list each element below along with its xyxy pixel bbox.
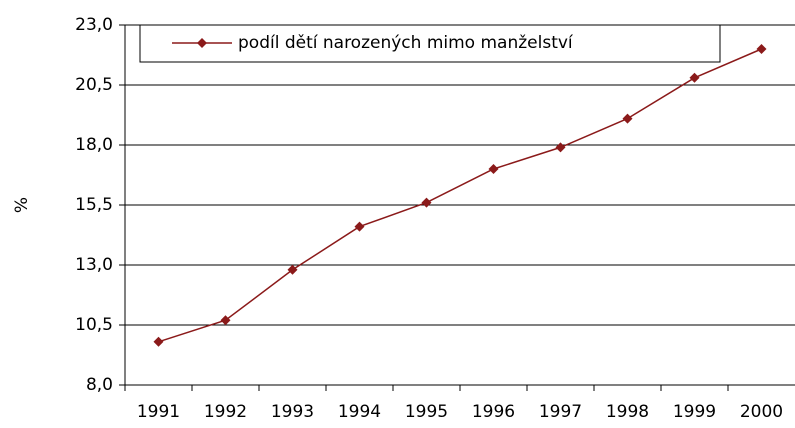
x-tick-label: 1996 <box>472 402 515 422</box>
legend-label: podíl dětí narozených mimo manželství <box>238 33 574 53</box>
y-tick-label: 13,0 <box>75 255 113 275</box>
marker <box>287 264 298 275</box>
marker <box>153 336 164 347</box>
marker <box>622 113 633 124</box>
y-tick-label: 20,5 <box>75 75 113 95</box>
x-tick-label: 1991 <box>137 402 180 422</box>
y-tick-label: 18,0 <box>75 135 113 155</box>
x-tick-label: 1997 <box>539 402 582 422</box>
x-tick-label: 1993 <box>271 402 314 422</box>
y-tick-label: 23,0 <box>75 15 113 35</box>
legend-marker <box>197 38 207 48</box>
x-tick-label: 1995 <box>405 402 448 422</box>
y-tick-label: 15,5 <box>75 195 113 215</box>
marker <box>756 44 767 54</box>
x-tick-label: 1999 <box>673 402 716 422</box>
x-tick-label: 1992 <box>204 402 247 422</box>
marker <box>220 315 231 326</box>
y-axis-label: % <box>12 197 32 213</box>
marker <box>354 221 365 232</box>
line <box>158 48 762 343</box>
marker <box>555 142 566 153</box>
marker <box>689 72 700 83</box>
marker <box>421 197 432 208</box>
y-tick-label: 8,0 <box>86 375 113 395</box>
x-tick-label: 1998 <box>606 402 649 422</box>
x-tick-label: 1994 <box>338 402 381 422</box>
y-tick-label: 10,5 <box>75 315 113 335</box>
marker <box>488 164 499 174</box>
x-tick-label: 2000 <box>740 402 783 422</box>
legend-box <box>139 24 721 63</box>
